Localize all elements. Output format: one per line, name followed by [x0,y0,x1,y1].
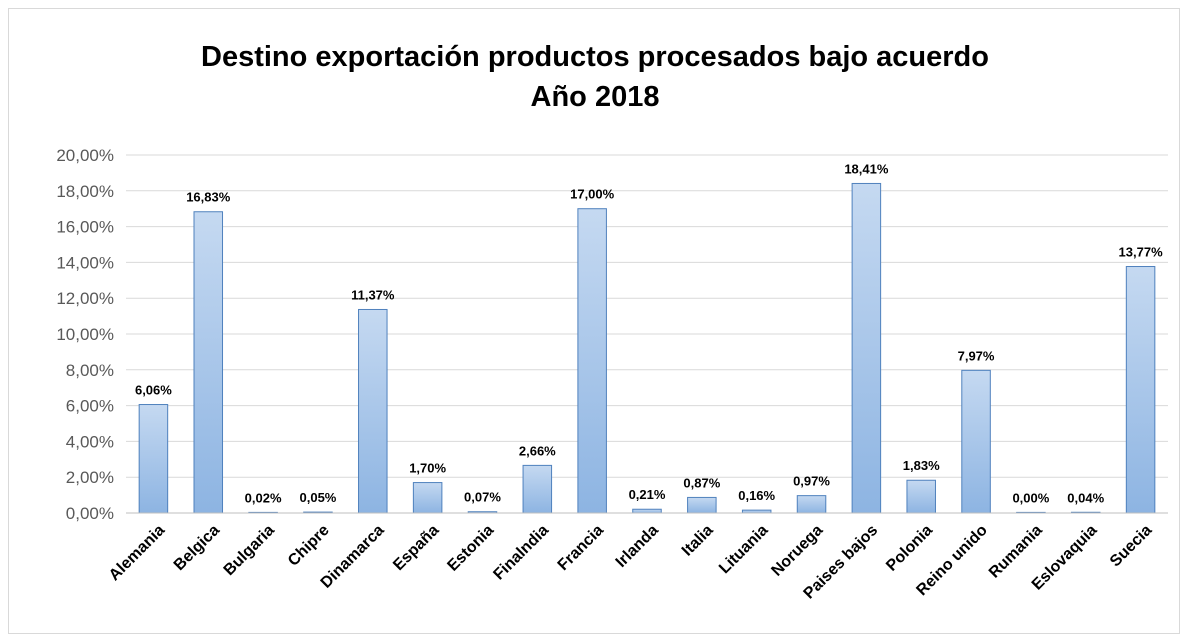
y-tick-label: 2,00% [66,468,114,487]
chart-title-line2: Año 2018 [530,81,660,113]
x-tick-label: Suecia [1107,522,1156,571]
bar-belgica [193,211,224,514]
y-tick-label: 10,00% [56,325,114,344]
y-tick-label: 14,00% [56,253,114,272]
x-tick-label: Chipre [285,522,333,570]
data-label: 17,00% [570,187,615,202]
bar-suecia [1125,266,1156,514]
x-tick-label: Bulgaria [221,522,278,579]
bars [138,182,1156,514]
data-labels: 6,06% 16,83% 0,02% 0,05% 11,37% 1,70% 0,07% 2,6… [135,161,1163,505]
bar-finalndia [522,464,553,514]
bar-chart: 0,00% 2,00% 4,00% 6,00% 8,00% 10,00% 12,00% 14,… [56,146,1168,602]
data-label: 18,41% [844,161,889,176]
data-label: 0,16% [738,488,775,503]
y-tick-label: 18,00% [56,182,114,201]
y-axis: 0,00% 2,00% 4,00% 6,00% 8,00% 10,00% 12,00% 14,… [56,146,114,523]
x-tick-label: Estonia [444,522,497,575]
bar-italia [687,496,717,514]
data-label: 0,07% [464,490,501,505]
x-tick-label: Irlanda [613,522,662,571]
y-tick-label: 16,00% [56,218,114,237]
data-label: 7,97% [958,348,995,363]
data-label: 0,00% [1012,490,1049,505]
x-tick-label: Italia [679,522,717,560]
bar-francia [577,208,607,514]
x-tick-label: Alemania [106,522,168,584]
data-label: 1,70% [409,461,446,476]
data-label: 6,06% [135,383,172,398]
data-label: 0,04% [1067,490,1104,505]
bar-españa [412,482,443,514]
x-tick-label: Finalndia [490,522,552,584]
x-tick-label: Francia [555,522,607,574]
chart-frame: Destino exportación productos procesados… [8,8,1180,634]
y-tick-label: 20,00% [56,146,114,165]
chart-title: Destino exportación productos procesados… [9,37,1181,117]
data-label: 0,97% [793,474,830,489]
bar-polonia [906,479,936,514]
bar-reino-unido [961,369,991,514]
data-label: 0,02% [245,490,282,505]
data-label: 16,83% [186,190,231,205]
data-label: 0,21% [629,487,666,502]
x-tick-label: Belgica [171,522,223,574]
y-tick-label: 4,00% [66,432,114,451]
x-tick-label: Polonia [883,522,936,575]
data-label: 1,83% [903,458,940,473]
bar-noruega [796,495,827,514]
y-tick-label: 6,00% [66,397,114,416]
x-tick-label: España [390,522,442,574]
bar-paises-bajos [851,182,882,514]
chart-title-line1: Destino exportación productos procesados… [201,41,989,73]
gridlines [126,154,1168,514]
data-label: 13,77% [1119,245,1164,260]
bar-irlanda [632,508,662,514]
y-tick-label: 12,00% [56,289,114,308]
y-tick-label: 8,00% [66,361,114,380]
bar-alemania [138,404,169,514]
data-label: 2,66% [519,443,556,458]
data-label: 0,05% [300,490,337,505]
x-tick-label: Noruega [768,522,826,580]
y-tick-label: 0,00% [66,504,114,523]
x-tick-label: Lituania [716,522,771,577]
bar-dinamarca [358,308,388,514]
data-label: 0,87% [683,475,720,490]
data-label: 11,37% [351,287,395,302]
